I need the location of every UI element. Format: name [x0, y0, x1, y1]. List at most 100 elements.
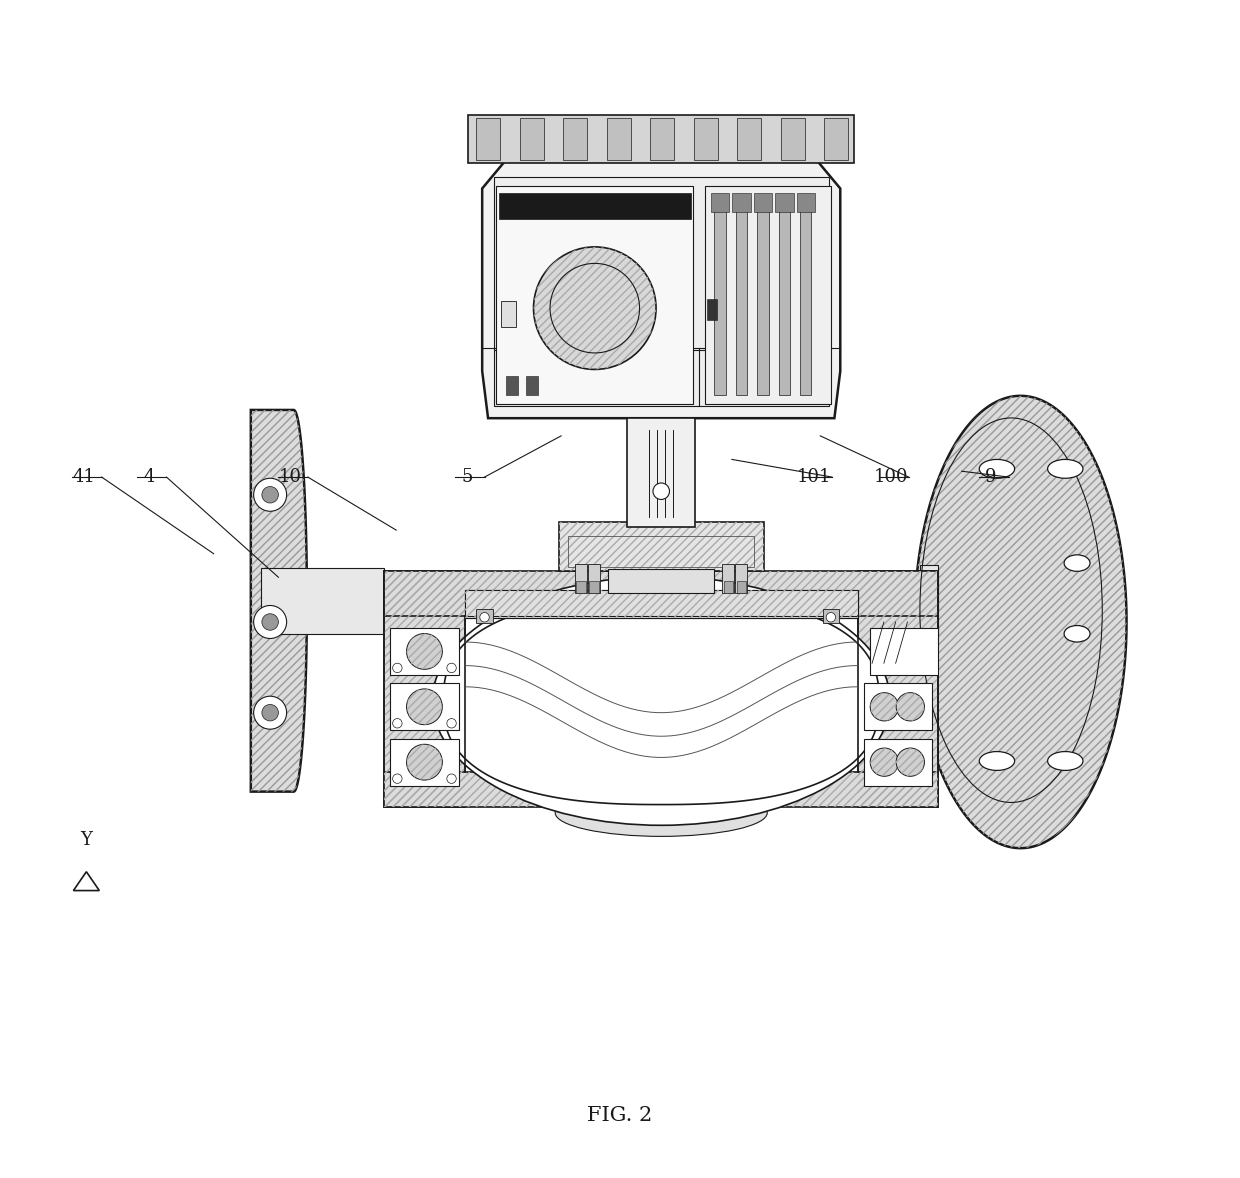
- Bar: [694, 118, 718, 160]
- Bar: [800, 200, 811, 395]
- Bar: [858, 571, 937, 807]
- Circle shape: [393, 774, 402, 783]
- Circle shape: [262, 704, 279, 721]
- Circle shape: [262, 614, 279, 630]
- Circle shape: [262, 487, 279, 503]
- Bar: [864, 739, 932, 786]
- Bar: [869, 628, 937, 675]
- Bar: [711, 193, 729, 212]
- Bar: [384, 571, 465, 807]
- Circle shape: [254, 478, 286, 511]
- Bar: [559, 522, 764, 571]
- Bar: [650, 118, 675, 160]
- Circle shape: [393, 719, 402, 728]
- Bar: [706, 186, 831, 404]
- Bar: [858, 571, 937, 807]
- Text: FIG. 2: FIG. 2: [588, 1106, 652, 1125]
- Ellipse shape: [1064, 555, 1090, 571]
- Bar: [465, 590, 858, 618]
- Bar: [738, 118, 761, 160]
- Ellipse shape: [980, 752, 1014, 770]
- Bar: [467, 115, 854, 163]
- Bar: [496, 186, 693, 404]
- Bar: [501, 302, 516, 327]
- Circle shape: [826, 613, 836, 622]
- Bar: [758, 200, 769, 395]
- Bar: [920, 565, 937, 636]
- Bar: [588, 564, 600, 593]
- Bar: [498, 193, 691, 219]
- Circle shape: [870, 693, 899, 721]
- Polygon shape: [915, 396, 1126, 848]
- Polygon shape: [250, 410, 306, 792]
- Ellipse shape: [980, 459, 1014, 478]
- Bar: [606, 118, 631, 160]
- Circle shape: [480, 613, 490, 622]
- Polygon shape: [482, 153, 841, 418]
- Bar: [627, 418, 696, 527]
- Bar: [384, 571, 937, 616]
- Text: 41: 41: [73, 468, 95, 487]
- Circle shape: [533, 247, 656, 370]
- Bar: [384, 772, 937, 807]
- Circle shape: [897, 748, 925, 776]
- Ellipse shape: [1064, 626, 1090, 642]
- Circle shape: [446, 719, 456, 728]
- Circle shape: [407, 689, 443, 724]
- Ellipse shape: [1048, 459, 1083, 478]
- Bar: [465, 590, 858, 618]
- Ellipse shape: [433, 576, 890, 826]
- Bar: [476, 118, 500, 160]
- Bar: [589, 581, 599, 593]
- Circle shape: [407, 744, 443, 780]
- Bar: [822, 609, 839, 623]
- Bar: [737, 581, 746, 593]
- Polygon shape: [444, 597, 879, 805]
- Bar: [575, 564, 587, 593]
- Bar: [384, 571, 465, 807]
- Bar: [754, 193, 773, 212]
- Bar: [707, 299, 717, 320]
- Bar: [733, 193, 750, 212]
- Bar: [384, 571, 937, 616]
- Text: 101: 101: [797, 468, 832, 487]
- Text: 10: 10: [279, 468, 301, 487]
- Bar: [391, 739, 459, 786]
- Bar: [494, 177, 828, 406]
- Bar: [825, 118, 848, 160]
- Circle shape: [254, 696, 286, 729]
- Bar: [568, 536, 754, 567]
- Bar: [384, 772, 937, 807]
- Bar: [724, 581, 733, 593]
- Circle shape: [653, 483, 670, 499]
- Text: 100: 100: [874, 468, 908, 487]
- Bar: [781, 118, 805, 160]
- Text: 5: 5: [461, 468, 472, 487]
- Circle shape: [254, 605, 286, 638]
- Bar: [260, 568, 384, 634]
- Bar: [563, 118, 588, 160]
- Bar: [796, 193, 815, 212]
- Circle shape: [870, 748, 899, 776]
- Ellipse shape: [556, 789, 768, 836]
- Text: Y: Y: [81, 830, 92, 849]
- Bar: [577, 581, 585, 593]
- Bar: [506, 376, 517, 395]
- Ellipse shape: [1048, 752, 1083, 770]
- Bar: [775, 193, 794, 212]
- Bar: [391, 628, 459, 675]
- Circle shape: [897, 693, 925, 721]
- Bar: [465, 590, 858, 618]
- Bar: [526, 376, 538, 395]
- Bar: [735, 200, 748, 395]
- Bar: [735, 564, 748, 593]
- Bar: [714, 200, 725, 395]
- Bar: [609, 569, 714, 593]
- Bar: [559, 522, 764, 571]
- Bar: [391, 683, 459, 730]
- Bar: [864, 683, 932, 730]
- Text: 4: 4: [143, 468, 155, 487]
- Circle shape: [407, 634, 443, 669]
- Bar: [723, 564, 734, 593]
- Text: 9: 9: [986, 468, 997, 487]
